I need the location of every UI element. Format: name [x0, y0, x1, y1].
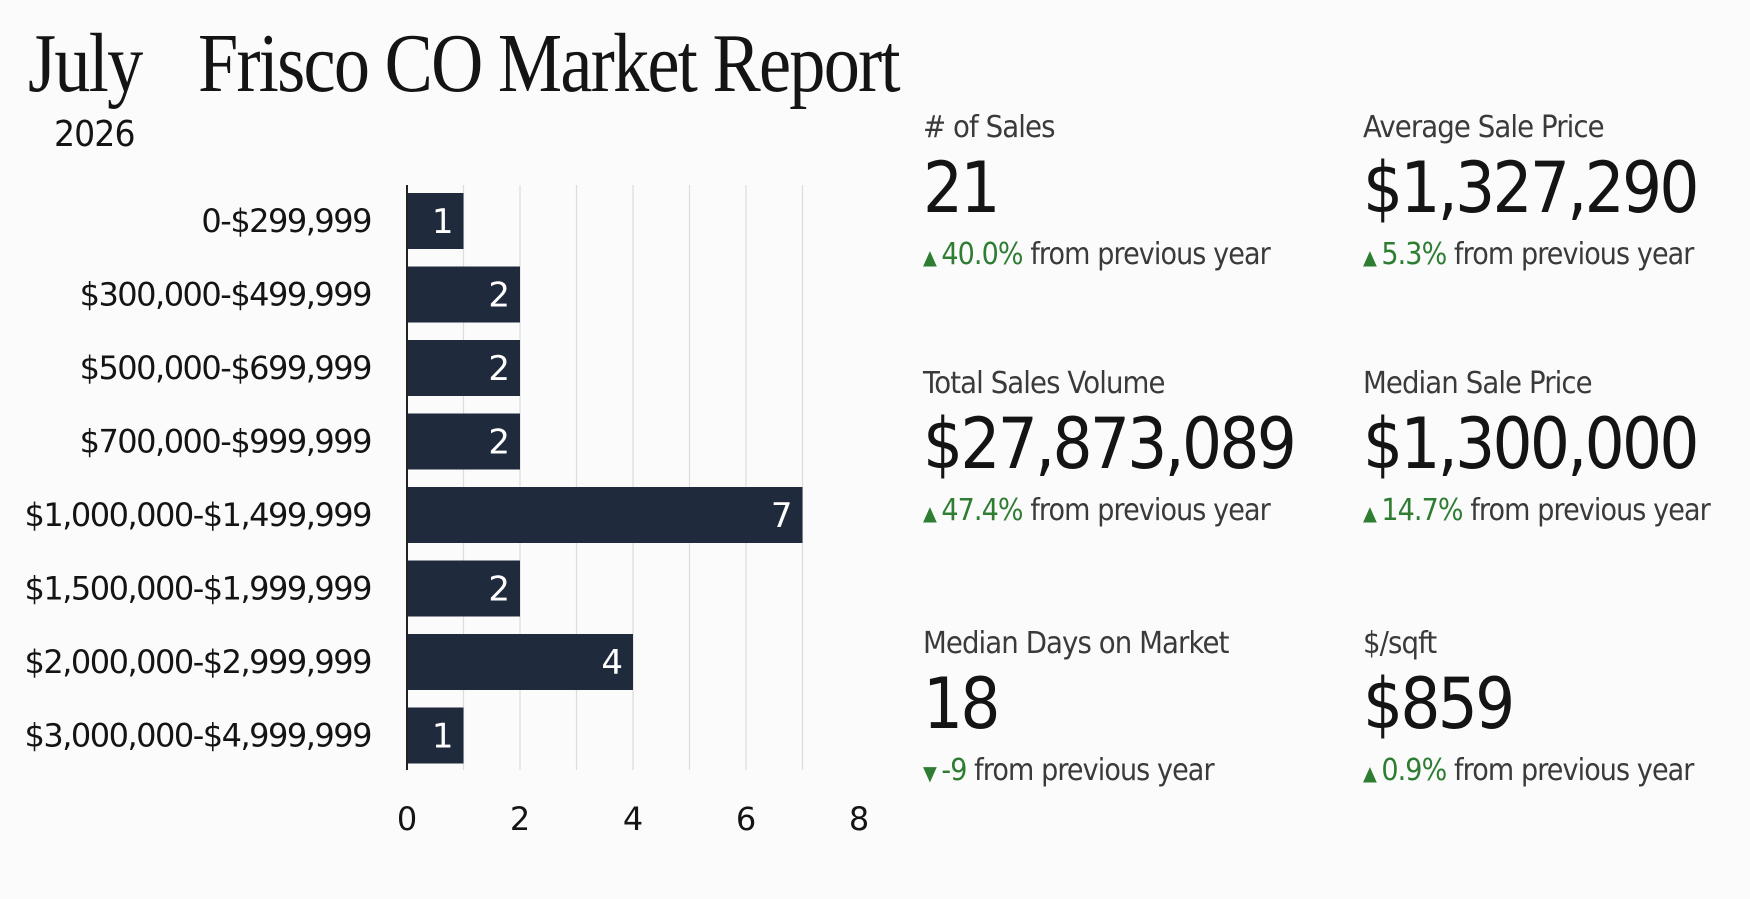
stat-change-value: 14.7% [1381, 493, 1463, 528]
bar-value-label: 4 [601, 643, 623, 683]
category-label: $3,000,000-$4,999,999 [25, 717, 372, 755]
stat-change: ▲ 0.9% from previous year [1363, 753, 1750, 788]
bar-value-label: 2 [488, 349, 510, 389]
bar [407, 340, 520, 396]
stat-value: $1,327,290 [1363, 147, 1699, 229]
x-tick-label: 2 [510, 800, 530, 838]
report-year: 2026 [54, 114, 136, 155]
bar-value-label: 7 [771, 496, 793, 536]
arrow-down-icon: ▼ [923, 761, 937, 785]
category-label: $1,500,000-$1,999,999 [25, 570, 372, 608]
bar [407, 193, 464, 249]
arrow-up-icon: ▲ [1363, 761, 1377, 785]
stat-value: 21 [923, 147, 1000, 229]
stat-change: ▲ 47.4% from previous year [923, 493, 1319, 528]
bar [407, 487, 803, 543]
stat-median-days-on-market: Median Days on Market 18 ▼ -9 from previo… [923, 626, 1363, 788]
stat-change-suffix: from previous year [974, 753, 1214, 788]
arrow-up-icon: ▲ [1363, 501, 1377, 525]
stat-value: 18 [923, 663, 1000, 745]
stat-change: ▲ 5.3% from previous year [1363, 237, 1750, 272]
stat-number-of-sales: # of Sales 21 ▲ 40.0% from previous year [923, 110, 1363, 272]
arrow-up-icon: ▲ [923, 245, 937, 269]
stat-change: ▲ 40.0% from previous year [923, 237, 1319, 272]
category-label: $2,000,000-$2,999,999 [25, 643, 372, 681]
report-title: Frisco CO Market Report [198, 17, 901, 110]
bar-value-label: 2 [488, 423, 510, 463]
stat-change: ▼ -9 from previous year [923, 753, 1319, 788]
stat-change-suffix: from previous year [1454, 753, 1694, 788]
stat-value: $1,300,000 [1363, 403, 1699, 485]
stat-label: $/sqft [1363, 626, 1437, 661]
stat-change-suffix: from previous year [1454, 237, 1694, 272]
bar [407, 707, 464, 764]
x-tick-label: 0 [397, 800, 417, 838]
x-tick-label: 8 [849, 800, 869, 838]
stat-change-suffix: from previous year [1030, 237, 1270, 272]
price-range-bar-chart: 1 0-$299,999 2 $300,000-$499,999 2 $500,000-$… [25, 185, 869, 838]
arrow-up-icon: ▲ [923, 501, 937, 525]
bar [407, 560, 520, 617]
stat-change-value: 0.9% [1381, 753, 1447, 788]
category-label: $500,000-$699,999 [80, 349, 372, 387]
stat-price-per-sqft: $/sqft $859 ▲ 0.9% from previous year [1363, 626, 1750, 788]
bar [407, 413, 520, 470]
bar [407, 634, 633, 690]
stat-change-value: 5.3% [1381, 237, 1447, 272]
bar-value-label: 2 [488, 276, 510, 316]
bar-value-label: 1 [432, 202, 454, 242]
stat-value: $27,873,089 [923, 403, 1297, 485]
category-label: 0-$299,999 [201, 202, 371, 240]
stat-label: Average Sale Price [1363, 110, 1605, 145]
stat-label: Total Sales Volume [923, 366, 1165, 401]
stat-change: ▲ 14.7% from previous year [1363, 493, 1750, 528]
stat-label: Median Sale Price [1363, 366, 1593, 401]
category-label: $1,000,000-$1,499,999 [25, 496, 372, 534]
stat-label: Median Days on Market [923, 626, 1229, 661]
stat-label: # of Sales [923, 110, 1055, 145]
stat-change-value: 40.0% [941, 237, 1023, 272]
report-month: July [28, 17, 143, 110]
category-label: $700,000-$999,999 [80, 423, 372, 461]
x-tick-label: 6 [736, 800, 756, 838]
stat-value: $859 [1363, 663, 1515, 745]
category-label: $300,000-$499,999 [80, 276, 372, 314]
stat-change-suffix: from previous year [1030, 493, 1270, 528]
stat-average-sale-price: Average Sale Price $1,327,290 ▲ 5.3% from… [1363, 110, 1750, 272]
bar [407, 266, 520, 323]
stat-change-value: 47.4% [941, 493, 1023, 528]
x-tick-label: 4 [623, 800, 643, 838]
stat-change-value: -9 [941, 753, 967, 788]
stat-median-sale-price: Median Sale Price $1,300,000 ▲ 14.7% from… [1363, 366, 1750, 528]
bar-value-label: 1 [432, 717, 454, 757]
stat-total-sales-volume: Total Sales Volume $27,873,089 ▲ 47.4% fr… [923, 366, 1363, 528]
stat-change-suffix: from previous year [1470, 493, 1710, 528]
arrow-up-icon: ▲ [1363, 245, 1377, 269]
bar-value-label: 2 [488, 570, 510, 610]
